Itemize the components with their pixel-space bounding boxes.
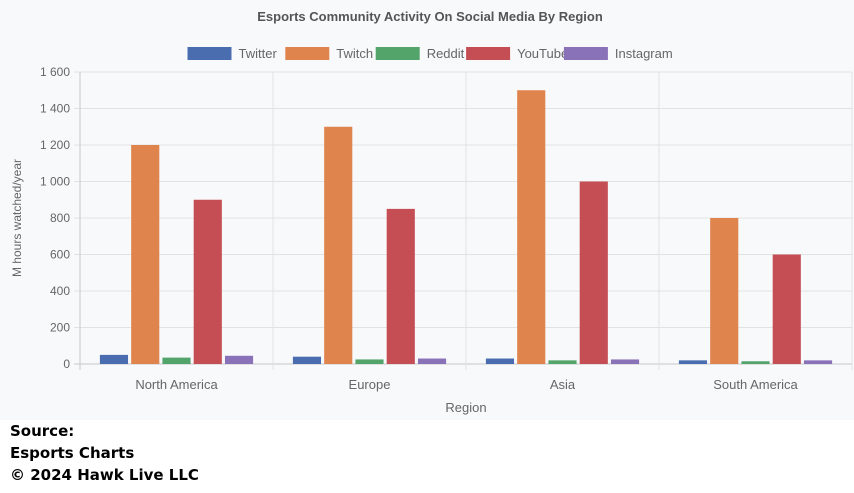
y-tick-label: 200 <box>50 321 70 335</box>
bar-reddit <box>162 357 191 364</box>
bar-youtube <box>193 199 222 364</box>
bar-instagram <box>224 355 254 364</box>
bar-instagram <box>803 360 833 364</box>
bar-twitch <box>517 90 546 364</box>
x-tick-label: North America <box>135 377 218 392</box>
bar-instagram <box>417 358 447 364</box>
bar-instagram <box>610 359 640 364</box>
source-name: Esports Charts <box>10 444 135 462</box>
y-tick-label: 1 400 <box>40 102 70 116</box>
bar-reddit <box>741 361 770 364</box>
legend-label-reddit: Reddit <box>427 46 465 61</box>
legend-label-twitter: Twitter <box>239 46 278 61</box>
y-axis-title: M hours watched/year <box>10 159 24 277</box>
y-tick-label: 800 <box>50 211 70 225</box>
y-tick-label: 400 <box>50 284 70 298</box>
x-tick-label: South America <box>713 377 798 392</box>
y-tick-label: 1 000 <box>40 175 70 189</box>
bar-youtube <box>386 208 415 364</box>
bar-twitch <box>324 126 353 364</box>
bar-youtube <box>579 181 608 364</box>
bar-reddit <box>355 359 384 364</box>
x-tick-label: Europe <box>349 377 391 392</box>
y-tick-label: 600 <box>50 248 70 262</box>
x-axis-title: Region <box>445 400 486 415</box>
bar-twitter <box>678 360 708 364</box>
legend-swatch-twitch <box>285 47 330 60</box>
bar-twitter <box>292 356 322 364</box>
bar-chart: Esports Community Activity On Social Med… <box>10 9 853 415</box>
y-tick-label: 1 600 <box>40 65 70 79</box>
legend-label-instagram: Instagram <box>615 46 673 61</box>
x-tick-label: Asia <box>550 377 576 392</box>
bar-twitch <box>131 145 160 364</box>
legend-swatch-instagram <box>563 47 608 60</box>
bar-twitter <box>485 358 515 364</box>
source-credit: Source: Esports Charts © 2024 Hawk Live … <box>10 420 199 486</box>
bar-youtube <box>772 254 801 364</box>
legend-swatch-reddit <box>375 47 420 60</box>
bar-twitch <box>710 218 739 364</box>
chart-title: Esports Community Activity On Social Med… <box>257 9 603 24</box>
legend-swatch-youtube <box>466 47 511 60</box>
bar-twitter <box>99 354 129 364</box>
legend-label-twitch: Twitch <box>336 46 373 61</box>
chart-panel: Esports Community Activity On Social Med… <box>10 9 853 415</box>
legend-swatch-twitter <box>187 47 232 60</box>
source-copyright: © 2024 Hawk Live LLC <box>10 466 199 484</box>
y-tick-label: 0 <box>63 357 70 371</box>
bar-reddit <box>548 360 577 364</box>
source-label: Source: <box>10 422 75 440</box>
y-tick-label: 1 200 <box>40 138 70 152</box>
legend-label-youtube: YouTube <box>517 46 568 61</box>
